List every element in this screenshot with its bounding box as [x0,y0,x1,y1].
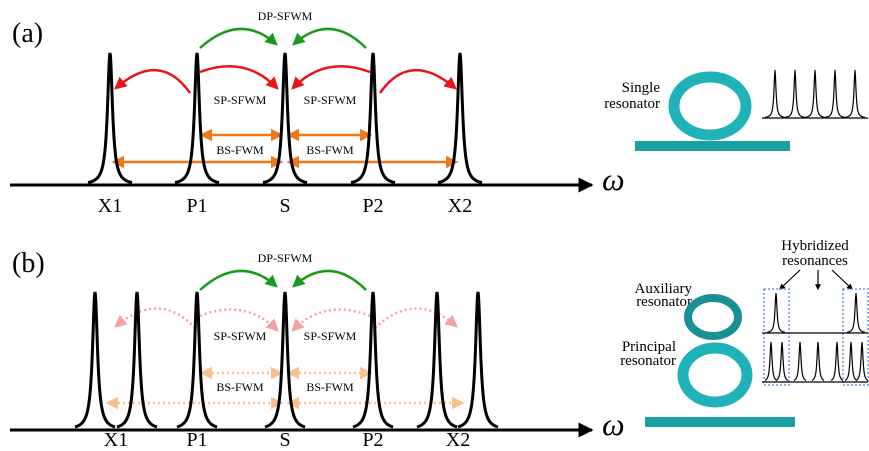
auxiliary-label: Auxiliary [635,281,693,297]
arrow [114,307,196,329]
resonance [775,341,789,381]
resonance [87,52,133,185]
panel-label: (a) [12,18,43,49]
hybridized-label: Hybridized [781,238,849,254]
resonance [264,291,306,429]
dp-label: DP-SFWM [258,251,313,265]
arrow [291,308,371,332]
resonance [457,291,499,429]
resonance [844,69,866,118]
resonance [350,52,396,185]
mode-label: S [279,195,290,217]
auxiliary-label: resonator [636,294,692,310]
bs-label: BS-FWM [306,380,354,394]
highlight-box [842,288,869,386]
mode-label: P2 [362,195,383,217]
resonance [846,292,866,333]
mode-label: X1 [98,195,122,217]
resonance [811,341,825,381]
arrow [292,27,367,49]
bs-label: BS-FWM [216,380,264,394]
panel-label: (b) [12,248,45,279]
resonance [855,341,869,381]
arrow [378,69,457,94]
highlight-box [763,288,790,386]
dp-label: DP-SFWM [258,9,313,23]
sp-label: SP-SFWM [304,93,357,107]
resonance [844,341,858,381]
resonator-label: resonator [604,96,660,112]
mode-label: X1 [104,429,128,451]
arrow [199,27,278,49]
panel-a: (a) ω DP-SFWM SP-SFWM SP-SFWM BS-FWM BS-… [10,9,868,217]
bs-label: BS-FWM [216,143,264,157]
resonance [176,291,218,429]
arrow [199,269,278,291]
ring [668,71,752,141]
resonance [824,69,846,118]
resonator-label: Single [622,80,661,96]
principal-label: Principal [622,339,676,355]
waveguide [645,417,795,427]
pointer [779,269,801,290]
mode-label: X2 [446,429,470,451]
sp-label: SP-SFWM [214,329,267,343]
resonance [437,52,483,185]
resonance [766,292,786,333]
resonance [764,69,786,118]
resonance [793,341,807,381]
hybridized-label: resonances [782,253,848,269]
principal-label: resonator [620,353,676,369]
panel-b: (b) ω DP-SFWM SP-SFWM SP-SFWM BS-FWM BS-… [10,238,869,451]
bs-label: BS-FWM [306,143,354,157]
resonance [174,52,220,185]
ring [677,342,753,408]
arrow [114,69,192,94]
sp-label: SP-SFWM [304,329,357,343]
mode-label: P2 [362,429,383,451]
resonance [416,291,458,429]
resonance [352,291,394,429]
mode-label: P1 [186,429,207,451]
arrow [374,307,458,329]
resonance [74,291,116,429]
arrow [199,65,279,90]
mode-label: S [279,429,290,451]
resonance [830,341,844,381]
mode-label: X2 [448,195,472,217]
mode-label: P1 [186,195,207,217]
resonance [804,69,826,118]
resonance [784,69,806,118]
axis-symbol: ω [602,161,625,197]
arrow [199,308,279,332]
resonance [116,291,158,429]
resonance [262,52,308,185]
sp-label: SP-SFWM [214,93,267,107]
axis-symbol: ω [602,406,625,442]
resonance [764,341,778,381]
arrow [292,269,367,291]
arrow [291,65,371,90]
pointer [831,269,853,290]
waveguide [635,141,790,151]
ring [684,294,742,340]
